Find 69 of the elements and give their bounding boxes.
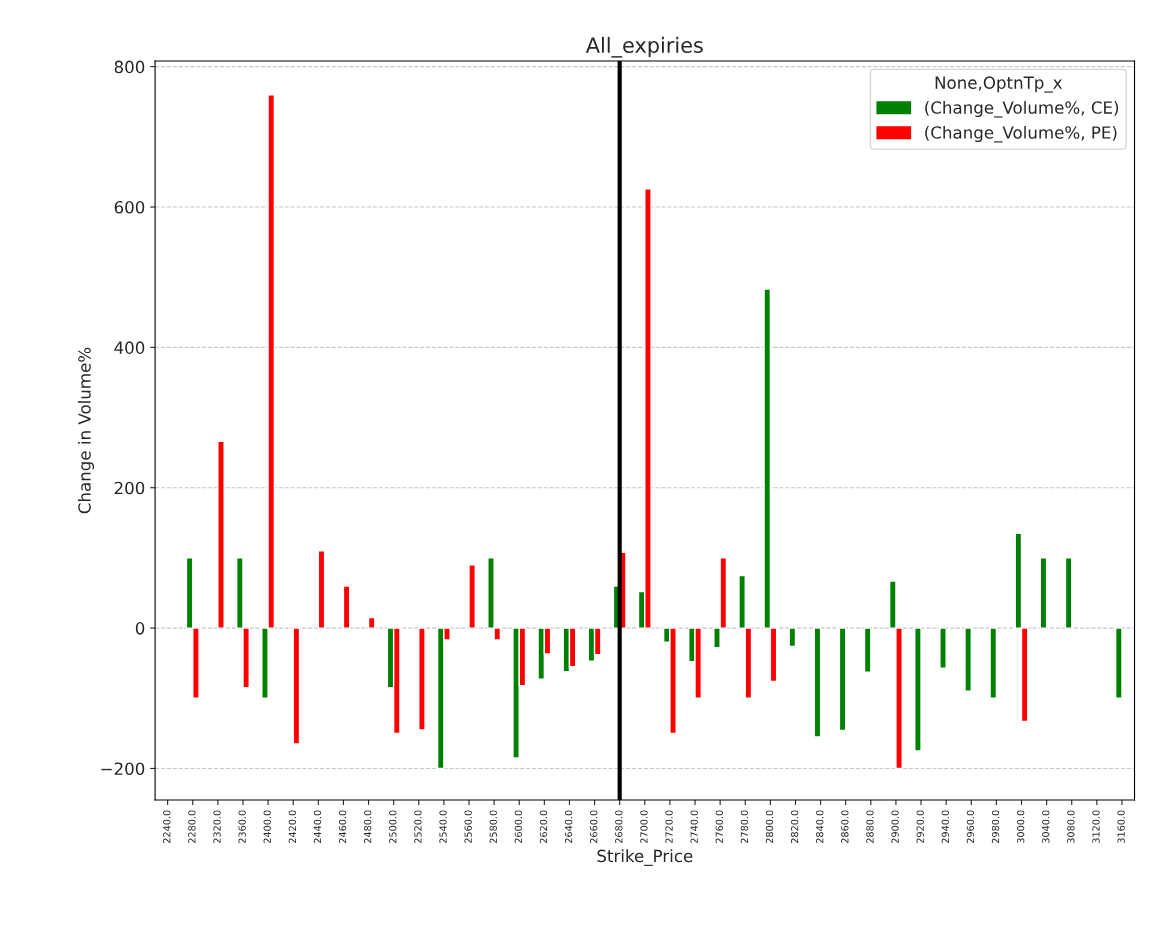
x-tick-label: 2780.0 xyxy=(740,810,749,844)
bar xyxy=(418,627,426,731)
bar xyxy=(964,627,972,692)
chart-title: All_expiries xyxy=(585,36,703,58)
bar xyxy=(317,550,326,629)
legend-label: (Change_Volume%, CE) xyxy=(925,100,1119,118)
bar xyxy=(292,627,301,745)
bar xyxy=(939,627,947,669)
y-tick-label: 400 xyxy=(114,341,145,354)
bar xyxy=(1114,627,1123,699)
x-tick-label: 2440.0 xyxy=(313,810,322,844)
x-tick-label: 2320.0 xyxy=(213,810,221,844)
x-tick-label: 2360.0 xyxy=(238,810,246,844)
bar xyxy=(838,627,847,732)
bar xyxy=(989,627,998,699)
x-tick-label: 2540.0 xyxy=(439,810,447,844)
x-tick-label: 2740.0 xyxy=(690,810,698,844)
x-tick-label: 2460.0 xyxy=(338,810,347,844)
bar xyxy=(914,627,922,752)
bar xyxy=(1064,557,1073,629)
bar xyxy=(342,585,351,629)
legend-label: (Change_Volume%, PE) xyxy=(925,125,1117,143)
x-tick-label: 2920.0 xyxy=(916,810,924,844)
x-tick-label: 2900.0 xyxy=(891,810,899,844)
x-tick-label: 2820.0 xyxy=(790,810,799,844)
x-tick-label: 2720.0 xyxy=(665,810,673,844)
x-tick-label: 2940.0 xyxy=(941,810,949,844)
x-tick-label: 2580.0 xyxy=(489,810,497,844)
x-tick-label: 3000.0 xyxy=(1016,810,1025,844)
bar xyxy=(367,616,376,629)
y-tick-label: 200 xyxy=(114,481,145,495)
x-tick-label: 3080.0 xyxy=(1067,810,1075,844)
x-tick-label: 2240.0 xyxy=(163,810,171,844)
bar xyxy=(468,564,476,629)
x-axis-title: Strike_Price xyxy=(597,849,693,866)
x-tick-label: 2840.0 xyxy=(816,810,824,844)
x-tick-label: 2520.0 xyxy=(414,810,422,844)
x-tick-label: 2620.0 xyxy=(539,810,548,844)
x-tick-label: 2560.0 xyxy=(464,810,472,844)
x-tick-label: 2860.0 xyxy=(841,810,849,844)
x-tick-label: 3120.0 xyxy=(1092,810,1100,844)
bar xyxy=(217,440,225,629)
bar xyxy=(863,627,872,673)
y-axis-title: Change in Volume% xyxy=(77,347,95,514)
y-tick-label: 800 xyxy=(114,60,145,74)
x-tick-label: 2600.0 xyxy=(514,810,523,844)
bar xyxy=(1039,557,1048,629)
x-tick-label: 2480.0 xyxy=(364,810,372,844)
x-tick-label: 2500.0 xyxy=(389,810,397,844)
x-tick-label: 2400.0 xyxy=(263,810,271,844)
x-tick-label: 2800.0 xyxy=(765,810,774,844)
x-tick-label: 2280.0 xyxy=(188,810,196,844)
bar xyxy=(813,627,822,738)
y-tick-label: −200 xyxy=(101,762,145,776)
x-tick-label: 2680.0 xyxy=(615,810,623,844)
x-tick-label: 2960.0 xyxy=(966,810,975,844)
legend-title: None,OptnTp_x xyxy=(935,76,1063,93)
x-tick-label: 2700.0 xyxy=(640,810,648,844)
x-tick-label: 3160.0 xyxy=(1117,810,1125,844)
x-tick-label: 2660.0 xyxy=(590,810,598,844)
x-tick-label: 3040.0 xyxy=(1042,810,1050,844)
y-tick-label: 600 xyxy=(114,200,145,214)
x-tick-label: 2880.0 xyxy=(866,810,874,844)
x-tick-label: 2760.0 xyxy=(715,810,723,844)
bar xyxy=(788,627,797,648)
x-tick-label: 2420.0 xyxy=(288,810,297,844)
x-tick-label: 2640.0 xyxy=(564,810,573,844)
x-tick-label: 2980.0 xyxy=(991,810,1000,844)
y-tick-label: 0 xyxy=(135,622,145,635)
